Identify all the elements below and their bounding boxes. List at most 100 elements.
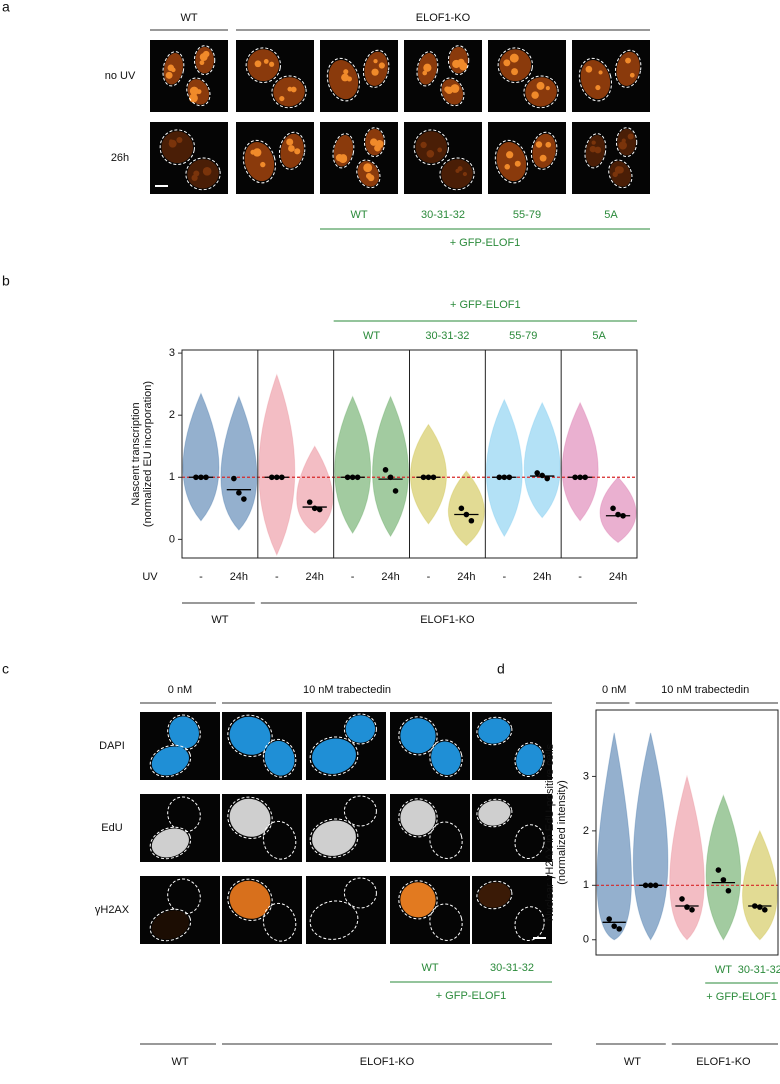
nucleus-outline [494,139,528,184]
nucleolus [545,141,552,148]
x-tick-label: 24h [230,571,248,583]
nucleolus [509,53,519,63]
replicate-dot [539,472,546,479]
nucleolus [341,73,349,82]
distribution [742,829,778,941]
nucleus [229,716,271,755]
y-tick-label: 3 [169,347,175,359]
replicate-dot [615,511,621,518]
nucleus-outline [309,818,359,858]
nucleolus [455,168,460,173]
row-label: no UV [105,70,136,82]
panel-letter: d [497,661,505,677]
nucleus-outline [429,903,463,941]
replicate-dot [392,488,399,494]
nucleolus [269,61,275,67]
replicate-dot [616,926,622,932]
replicate-dot [762,907,768,913]
nucleolus [373,59,378,64]
nucleus-outline [167,878,201,915]
nucleus [478,800,511,826]
row-label: γH2AX [95,904,130,916]
distribution [485,398,523,538]
nucleolus [343,69,349,75]
nucleus-outline [343,877,377,909]
nucleolus [539,154,547,162]
nucleolus [422,70,428,76]
nucleolus [169,139,174,144]
nucleus [168,716,200,749]
nucleolus [424,65,430,71]
nucleus-outline [159,129,195,165]
distribution [258,373,296,557]
mutant-label: 5A [604,209,618,221]
distribution [596,732,632,941]
nucleus-outline [362,49,390,88]
nucleus-outline [398,716,438,756]
nucleus-outline [309,900,359,940]
nucleus-outline [227,796,273,839]
nucleus [312,820,356,856]
nucleus-outline [476,880,513,910]
nucleus-outline [262,738,297,778]
row-label: 26h [111,152,129,164]
nucleolus [375,140,384,149]
distribution [296,445,334,534]
nucleus [478,718,511,744]
mutant-label: WT [421,962,438,974]
nucleus-outline [271,75,307,109]
nucleus-outline [429,739,463,777]
column-header: 0 nM [168,684,192,696]
nucleus-outline [514,906,545,941]
nucleus-outline [439,157,475,191]
replicate-dot [652,882,659,889]
mutant-label: WT [363,330,380,342]
nucleolus [199,60,205,66]
y-axis-label: Nascent transcription [130,402,142,505]
nucleolus [625,57,631,64]
y-tick-label: 2 [169,409,175,421]
panel-letter: c [2,661,9,677]
distribution [410,423,447,525]
y-tick-label: 1 [169,471,175,483]
replicate-dot [544,475,551,482]
nucleolus [253,148,262,157]
nucleolus [165,71,173,79]
replicate-dot [316,506,323,513]
replicate-dot [506,474,513,481]
y-tick-label: 3 [583,770,589,782]
nucleolus [594,146,602,154]
distribution [599,476,637,544]
nucleolus [202,50,210,58]
mutant-label: WT [715,964,732,976]
nucleus-outline [278,131,306,170]
nucleolus [627,133,634,140]
micrograph [404,40,482,112]
nucleus [609,161,632,187]
nucleus [525,77,557,107]
nucleus-outline [398,880,438,920]
x-tick-label: - [351,571,355,583]
micrograph [236,40,314,112]
mutant-label: 30-31-32 [738,964,780,976]
nucleus-outline [343,795,377,827]
nucleus [441,159,473,189]
nucleus-outline [584,133,607,169]
nucleus [499,49,532,82]
distribution [182,392,220,522]
nucleolus [290,86,297,93]
nucleolus [363,163,373,173]
nucleus [478,882,511,908]
nucleus-outline [149,744,192,778]
nucleolus [189,86,199,96]
replicate-dot [534,470,541,476]
micrograph [488,40,566,112]
nucleus-outline [185,157,221,191]
micrograph [320,122,398,194]
nucleolus [279,95,285,102]
nucleus-outline [440,77,465,107]
nucleus [415,131,448,164]
column-header: 0 nM [602,684,626,696]
replicate-dot [577,474,583,481]
x-tick-label: 24h [533,571,551,583]
